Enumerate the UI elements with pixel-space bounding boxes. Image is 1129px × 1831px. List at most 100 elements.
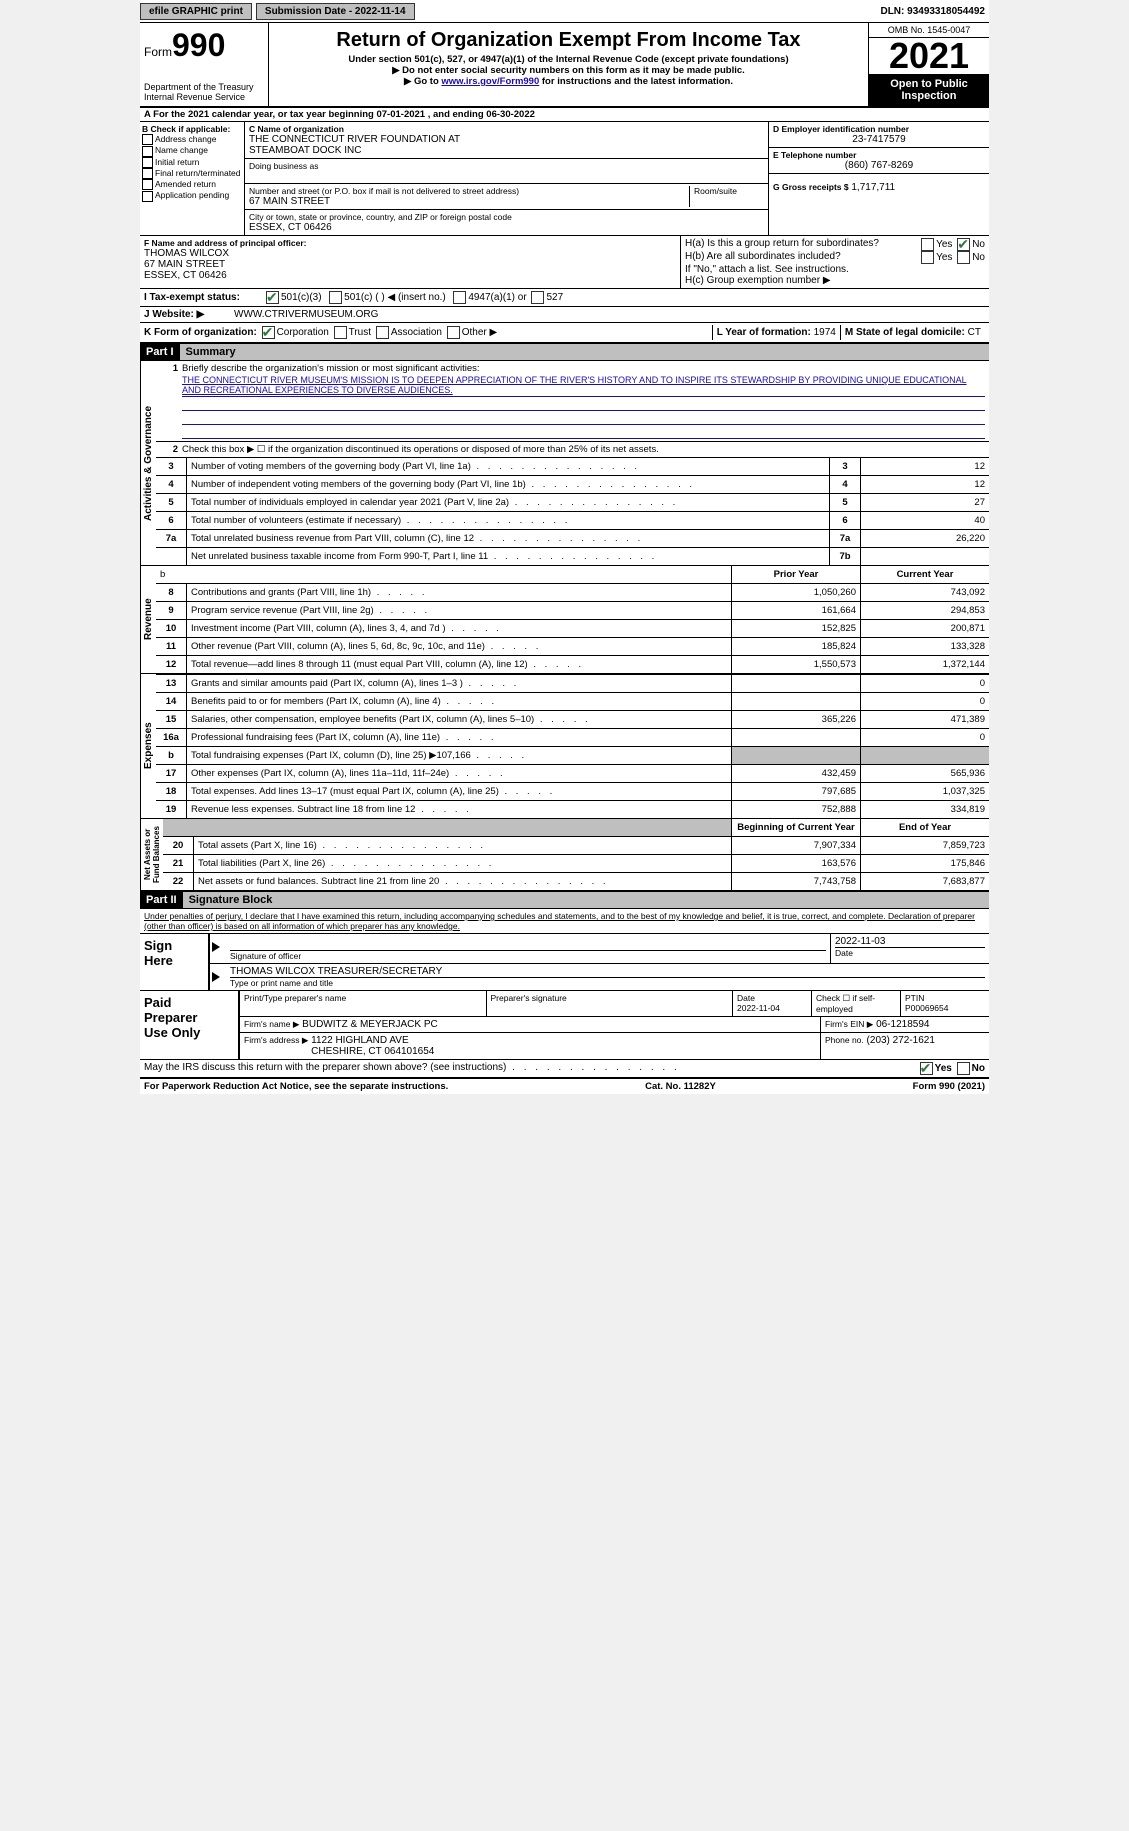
d-label: D Employer identification number (773, 124, 985, 134)
netassets-table: Beginning of Current Year End of Year 20… (163, 819, 989, 890)
table-row: 6Total number of volunteers (estimate if… (156, 512, 989, 530)
form-header: Form990 Department of the Treasury Inter… (140, 23, 989, 108)
ck-address-change[interactable]: Address change (142, 134, 242, 145)
other-checkbox[interactable] (447, 326, 460, 339)
revenue-table: b Prior Year Current Year 8Contributions… (156, 566, 989, 673)
hb-label: H(b) Are all subordinates included? (685, 251, 919, 264)
table-row: 17Other expenses (Part IX, column (A), l… (156, 765, 989, 783)
paid-preparer-label: Paid Preparer Use Only (140, 991, 240, 1059)
expenses-section: Expenses 13Grants and similar amounts pa… (140, 673, 989, 818)
table-row: 21Total liabilities (Part X, line 26)163… (163, 855, 989, 873)
dba-label: Doing business as (249, 161, 764, 171)
header-sub1: Under section 501(c), 527, or 4947(a)(1)… (273, 54, 864, 65)
col-prior-year: Prior Year (732, 566, 861, 584)
submission-date-button[interactable]: Submission Date - 2022-11-14 (256, 3, 415, 20)
section-f: F Name and address of principal officer:… (140, 236, 681, 288)
may-irs-yes-checkbox[interactable] (920, 1062, 933, 1075)
activities-content: 1Briefly describe the organization's mis… (156, 361, 989, 565)
may-irs-no-checkbox[interactable] (957, 1062, 970, 1075)
section-h: H(a) Is this a group return for subordin… (681, 236, 989, 288)
table-row: 18Total expenses. Add lines 13–17 (must … (156, 783, 989, 801)
pt-name-label: Print/Type preparer's name (240, 991, 487, 1016)
table-row: bTotal fundraising expenses (Part IX, co… (156, 747, 989, 765)
ck-amended[interactable]: Amended return (142, 179, 242, 190)
501c3-checkbox[interactable] (266, 291, 279, 304)
page: efile GRAPHIC print Submission Date - 20… (140, 0, 989, 1094)
col-eoy: End of Year (861, 819, 990, 837)
type-name-label: Type or print name and title (230, 977, 985, 988)
501c-checkbox[interactable] (329, 291, 342, 304)
firm-addr: 1122 HIGHLAND AVE CHESHIRE, CT 064101654 (311, 1035, 434, 1057)
pt-date-label: Date (737, 993, 755, 1003)
hb-yes-checkbox[interactable] (921, 251, 934, 264)
city-value: ESSEX, CT 06426 (249, 222, 764, 233)
e-label: E Telephone number (773, 150, 985, 160)
may-irs-label: May the IRS discuss this return with the… (144, 1062, 918, 1075)
city-label: City or town, state or province, country… (249, 212, 764, 222)
m-label: M State of legal domicile: (845, 327, 965, 338)
hb-note: If "No," attach a list. See instructions… (685, 264, 985, 275)
table-row: 3Number of voting members of the governi… (156, 458, 989, 476)
form-number: Form990 (144, 27, 264, 64)
hdr-b: b (156, 566, 732, 584)
sign-here-block: Sign Here Signature of officer 2022-11-0… (140, 933, 989, 991)
ck-initial-return[interactable]: Initial return (142, 157, 242, 168)
side-revenue: Revenue (140, 566, 156, 673)
527-checkbox[interactable] (531, 291, 544, 304)
arrow-icon-2 (212, 972, 220, 982)
side-expenses: Expenses (140, 674, 156, 818)
m-value: CT (968, 327, 981, 338)
ein-value: 23-7417579 (773, 134, 985, 145)
hb-no-checkbox[interactable] (957, 251, 970, 264)
firm-name: BUDWITZ & MEYERJACK PC (302, 1019, 438, 1030)
part1-title: Summary (180, 344, 989, 360)
assoc-checkbox[interactable] (376, 326, 389, 339)
efile-print-button[interactable]: efile GRAPHIC print (140, 3, 252, 20)
part2-title: Signature Block (183, 892, 989, 908)
table-row: 16aProfessional fundraising fees (Part I… (156, 729, 989, 747)
ha-yes-checkbox[interactable] (921, 238, 934, 251)
page-footer: For Paperwork Reduction Act Notice, see … (140, 1078, 989, 1094)
open-to-public: Open to Public Inspection (869, 74, 989, 106)
ck-name-change[interactable]: Name change (142, 145, 242, 156)
footer-mid: Cat. No. 11282Y (645, 1081, 716, 1092)
sub3-post: for instructions and the latest informat… (539, 76, 733, 87)
pt-sig-label: Preparer's signature (487, 991, 734, 1016)
date-label: Date (835, 947, 985, 958)
revenue-section: Revenue b Prior Year Current Year 8Contr… (140, 565, 989, 673)
ha-no-checkbox[interactable] (957, 238, 970, 251)
line-i: I Tax-exempt status: 501(c)(3) 501(c) ( … (140, 289, 989, 307)
k-label: K Form of organization: (144, 327, 257, 338)
trust-checkbox[interactable] (334, 326, 347, 339)
table-row: 7aTotal unrelated business revenue from … (156, 530, 989, 548)
part2-badge: Part II (140, 892, 183, 908)
4947-checkbox[interactable] (453, 291, 466, 304)
sig-officer-line (230, 936, 826, 950)
table-row: 4Number of independent voting members of… (156, 476, 989, 494)
l-value: 1974 (814, 327, 836, 338)
paid-preparer-block: Paid Preparer Use Only Print/Type prepar… (140, 991, 989, 1060)
header-sub3: ▶ Go to www.irs.gov/Form990 for instruct… (273, 76, 864, 87)
irs-link[interactable]: www.irs.gov/Form990 (441, 76, 539, 87)
table-row: 20Total assets (Part X, line 16)7,907,33… (163, 837, 989, 855)
part1-header: Part I Summary (140, 343, 989, 361)
ptin-label: PTIN (905, 993, 924, 1003)
g-label: G Gross receipts $ (773, 182, 849, 192)
table-row: 14Benefits paid to or for members (Part … (156, 693, 989, 711)
header-middle: Return of Organization Exempt From Incom… (269, 23, 868, 106)
officer-value: THOMAS WILCOX 67 MAIN STREET ESSEX, CT 0… (144, 248, 676, 281)
section-f-h: F Name and address of principal officer:… (140, 236, 989, 289)
activities-table: 3Number of voting members of the governi… (156, 457, 989, 565)
ck-final-return[interactable]: Final return/terminated (142, 168, 242, 179)
firm-ein-label: Firm's EIN ▶ (825, 1019, 873, 1029)
ck-app-pending[interactable]: Application pending (142, 190, 242, 201)
street-label: Number and street (or P.O. box if mail i… (249, 186, 689, 196)
pt-check-label: Check ☐ if self-employed (812, 991, 901, 1016)
part1-body: Activities & Governance 1Briefly describ… (140, 361, 989, 565)
pt-date: 2022-11-04 (737, 1003, 780, 1013)
corp-checkbox[interactable] (262, 326, 275, 339)
table-row: 19Revenue less expenses. Subtract line 1… (156, 801, 989, 819)
table-row: 9Program service revenue (Part VIII, lin… (156, 602, 989, 620)
ha-label: H(a) Is this a group return for subordin… (685, 238, 919, 251)
form-title: Return of Organization Exempt From Incom… (273, 29, 864, 52)
